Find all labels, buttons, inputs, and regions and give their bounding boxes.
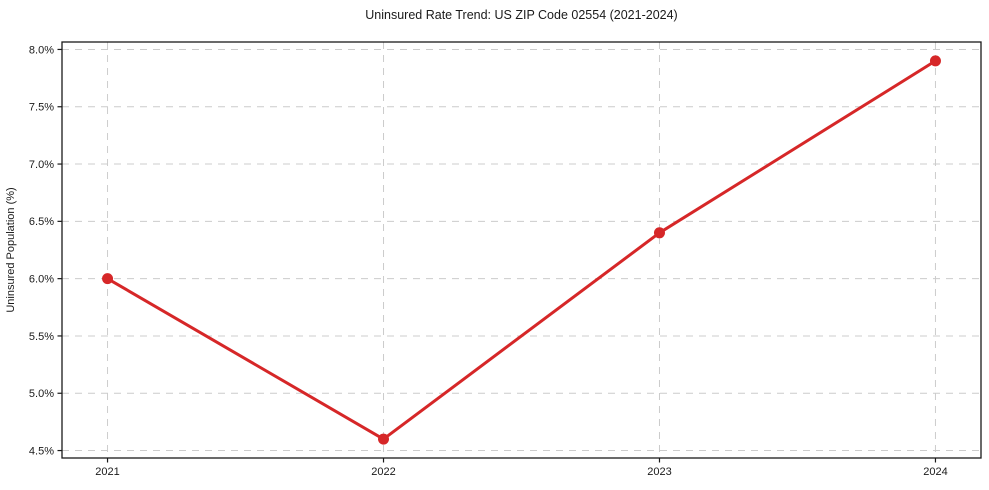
data-point-2024	[929, 55, 941, 67]
y-tick-label: 7.5%	[29, 102, 54, 114]
y-tick-label: 5.0%	[29, 388, 54, 400]
data-point-2021	[102, 273, 114, 285]
y-tick-label: 6.0%	[29, 274, 54, 286]
trend-line	[106, 59, 937, 441]
y-tick-label: 4.5%	[29, 445, 54, 457]
y-tick-label: 7.0%	[29, 159, 54, 171]
data-point-2022	[378, 433, 390, 445]
chart-title: Uninsured Rate Trend: US ZIP Code 02554 …	[365, 8, 678, 22]
y-axis-title: Uninsured Population (%)	[5, 187, 17, 312]
y-tick-label: 5.5%	[29, 331, 54, 343]
y-tick-label: 8.0%	[29, 44, 54, 56]
plot-border	[61, 41, 982, 459]
y-tick-label: 6.5%	[29, 216, 54, 228]
x-tick-label: 2023	[647, 466, 671, 478]
data-point-2023	[653, 227, 665, 239]
x-tick-label: 2022	[371, 466, 395, 478]
x-tick-label: 2024	[923, 466, 947, 478]
x-tick-label: 2021	[95, 466, 119, 478]
